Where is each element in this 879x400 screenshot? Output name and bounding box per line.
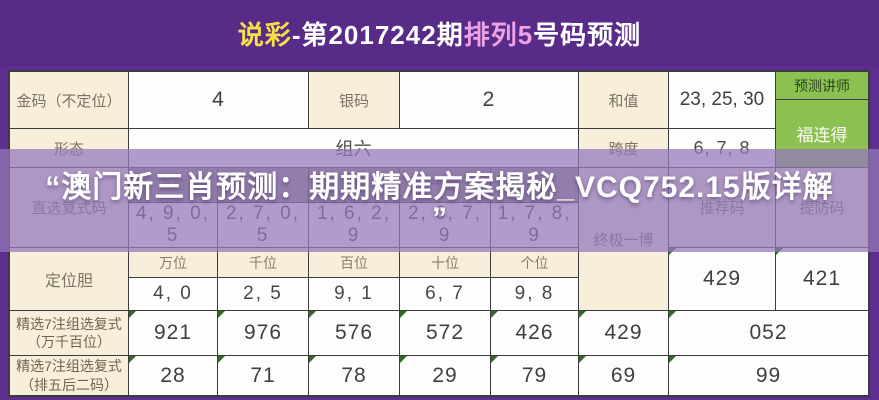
promo-overlay-banner[interactable]: “澳门新三肖预测：期期精准方案揭秘_VCQ752.15版详解 ”: [0, 149, 879, 252]
picks-group-label-line2: （万千百位）: [27, 334, 111, 350]
position-value-3: 9, 1: [309, 278, 399, 310]
guard-value: 421: [776, 248, 868, 310]
lecturer-button[interactable]: 预测讲师: [776, 72, 868, 99]
silver-code-label: 银码: [309, 72, 399, 128]
picks-group-value-4: 572: [400, 311, 490, 355]
picks-group-value-6: 429: [579, 311, 668, 355]
picks-last2-value-2: 71: [218, 356, 308, 395]
picks-last2-label-line2: （排五后二码）: [20, 376, 118, 393]
picks-last2-value-5: 79: [491, 356, 578, 395]
picks-group-value-7: 052: [669, 311, 868, 355]
title-game: 排列5: [463, 19, 534, 50]
promo-text-line1: “澳门新三肖预测：期期精准方案揭秘_VCQ752.15版详解: [45, 171, 834, 204]
picks-group-value-1: 921: [129, 311, 217, 355]
sum-value: 23, 25, 30: [669, 72, 775, 128]
position-value-1: 4, 0: [129, 278, 217, 310]
position-header-qian: 千位: [218, 248, 308, 277]
position-header-shi: 十位: [400, 248, 490, 277]
title-suffix: 号码预测: [533, 19, 642, 50]
title-issue: -第2017242期: [291, 19, 464, 50]
position-value-5: 9, 8: [491, 278, 578, 310]
recommend-value: 429: [669, 248, 775, 310]
picks-group-label-line1: 精选7注组选复式: [16, 315, 122, 332]
picks-last2-value-7: 99: [669, 356, 868, 395]
picks-group-label: 精选7注组选复式 （万千百位）: [10, 311, 128, 355]
picks-last2-label: 精选7注组选复式 （排五后二码）: [10, 356, 128, 395]
gold-code-label: 金码（不定位）: [10, 72, 128, 128]
picks-last2-value-6: 69: [579, 356, 668, 395]
picks-group-value-2: 976: [218, 311, 308, 355]
picks-group-value-5: 426: [491, 311, 578, 355]
position-header-bai: 百位: [309, 248, 399, 277]
promo-text-line2: ”: [432, 202, 447, 235]
position-value-4: 6, 7: [400, 278, 490, 310]
silver-code-value: 2: [400, 72, 578, 128]
position-header-ge: 个位: [491, 248, 578, 277]
gold-code-value: 4: [129, 72, 308, 128]
picks-group-value-3: 576: [309, 311, 399, 355]
picks-last2-value-4: 29: [400, 356, 490, 395]
picks-last2-value-1: 28: [129, 356, 217, 395]
position-label: 定位胆: [10, 248, 128, 310]
position-value-2: 2, 5: [218, 278, 308, 310]
title-bar: 说彩 -第2017242期 排列5 号码预测: [0, 0, 879, 66]
picks-last2-label-line1: 精选7注组选复式: [16, 358, 122, 375]
position-header-wan: 万位: [129, 248, 217, 277]
title-brand: 说彩: [237, 19, 292, 50]
sum-label: 和值: [579, 72, 668, 128]
picks-last2-value-3: 78: [309, 356, 399, 395]
